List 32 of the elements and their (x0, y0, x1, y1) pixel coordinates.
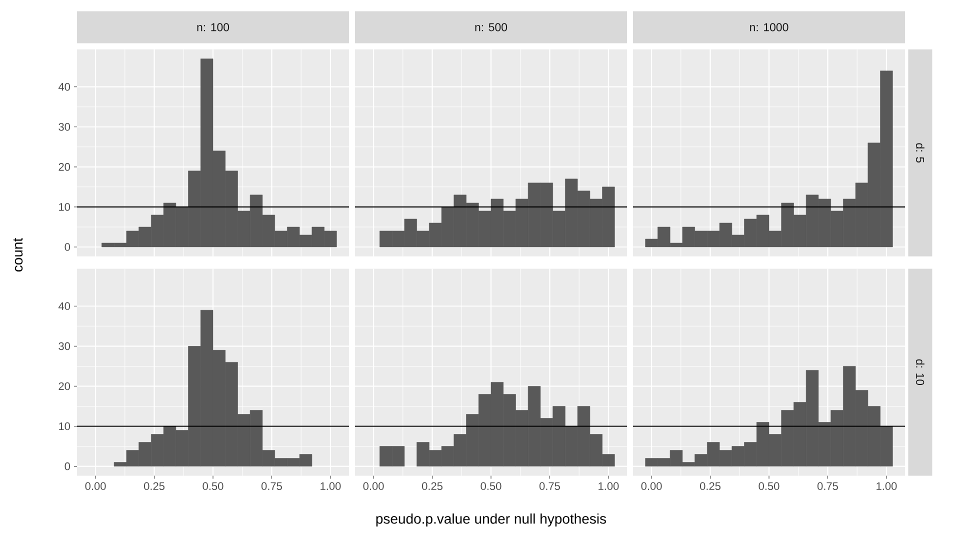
x-tick-label: 1.00 (876, 482, 897, 490)
x-tick-label: 1.00 (320, 482, 341, 490)
y-tick-label: 10 (59, 203, 70, 211)
y-tick-label: 40 (58, 302, 70, 310)
y-axis-title: count (13, 238, 23, 272)
x-tick-label: 0.25 (700, 482, 721, 490)
x-tick-label: 0.00 (85, 482, 106, 490)
x-tick-label: 0.50 (758, 482, 780, 490)
y-tick-label: 30 (58, 122, 70, 131)
y-tick-label: 40 (58, 82, 70, 91)
x-tick-label: 0.00 (641, 482, 662, 490)
y-tick-label: 30 (58, 342, 70, 350)
chart-title: n: 100 (197, 23, 230, 32)
x-tick-label: 0.75 (817, 482, 838, 490)
x-tick-label: 0.25 (144, 482, 164, 490)
x-tick-label: 0.50 (202, 482, 224, 490)
x-tick-label: 0.25 (422, 482, 443, 490)
x-tick-label: 1.00 (598, 482, 619, 490)
chart-title: n: 500 (475, 23, 508, 32)
y-tick-label: 0 (64, 243, 70, 251)
x-tick-label: 0.50 (480, 482, 502, 490)
chart-title: n: 1000 (750, 23, 788, 32)
x-tick-label: 0.75 (261, 482, 282, 490)
x-tick-label: 0.75 (539, 482, 560, 490)
y-tick-label: 10 (59, 422, 70, 430)
y-tick-label: 20 (58, 382, 70, 390)
y-tick-label: 20 (58, 163, 70, 171)
x-tick-label: 0.00 (363, 482, 384, 490)
y2-axis-title: d: 10 (916, 359, 924, 386)
y-tick-label: 0 (64, 462, 70, 470)
y2-axis-title: d: 5 (916, 143, 924, 163)
x-axis-title: pseudo.p.value under null hypothesis (376, 513, 606, 527)
